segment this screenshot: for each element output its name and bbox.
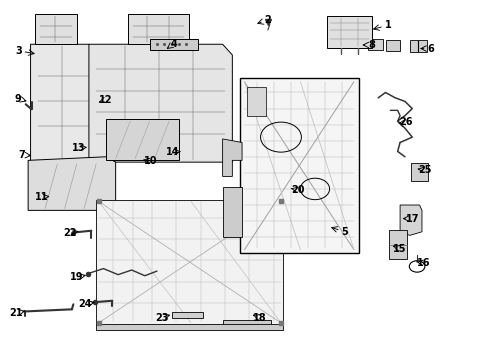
- Polygon shape: [222, 139, 242, 176]
- Text: 8: 8: [367, 40, 375, 50]
- Text: 22: 22: [63, 228, 77, 238]
- Text: 23: 23: [155, 312, 168, 323]
- Text: 21: 21: [9, 308, 22, 318]
- Bar: [239, 78, 358, 253]
- Polygon shape: [222, 320, 271, 327]
- Polygon shape: [28, 157, 116, 210]
- Polygon shape: [326, 17, 371, 48]
- Polygon shape: [410, 163, 427, 181]
- Polygon shape: [106, 119, 179, 160]
- Text: 14: 14: [165, 147, 179, 157]
- Polygon shape: [399, 205, 421, 235]
- Polygon shape: [35, 14, 77, 44]
- Polygon shape: [127, 14, 188, 44]
- Text: 20: 20: [291, 185, 304, 195]
- Text: 6: 6: [427, 44, 433, 54]
- Text: 16: 16: [416, 258, 429, 268]
- Text: 3: 3: [15, 46, 22, 56]
- Text: 5: 5: [341, 227, 347, 237]
- Polygon shape: [89, 44, 232, 162]
- Text: 9: 9: [15, 94, 21, 104]
- Text: 15: 15: [392, 244, 406, 253]
- Polygon shape: [246, 87, 266, 116]
- Text: 12: 12: [99, 95, 112, 105]
- Polygon shape: [30, 44, 99, 162]
- Text: 25: 25: [418, 165, 431, 175]
- Polygon shape: [388, 230, 407, 259]
- Polygon shape: [409, 40, 426, 52]
- Polygon shape: [96, 200, 283, 325]
- Polygon shape: [96, 324, 283, 330]
- Text: 13: 13: [71, 143, 85, 153]
- Text: 2: 2: [264, 15, 271, 25]
- Text: 24: 24: [78, 299, 92, 309]
- Text: 19: 19: [70, 272, 83, 282]
- Text: 11: 11: [35, 192, 48, 202]
- Text: 7: 7: [19, 150, 25, 160]
- Text: 18: 18: [253, 312, 266, 323]
- Text: 4: 4: [170, 39, 177, 49]
- Polygon shape: [222, 187, 242, 237]
- Polygon shape: [149, 39, 198, 50]
- Text: 10: 10: [144, 157, 158, 166]
- Polygon shape: [385, 40, 399, 51]
- Text: 1: 1: [384, 20, 390, 30]
- Polygon shape: [368, 39, 382, 50]
- Polygon shape: [171, 312, 203, 318]
- Text: 26: 26: [398, 117, 412, 127]
- Text: 17: 17: [405, 213, 418, 224]
